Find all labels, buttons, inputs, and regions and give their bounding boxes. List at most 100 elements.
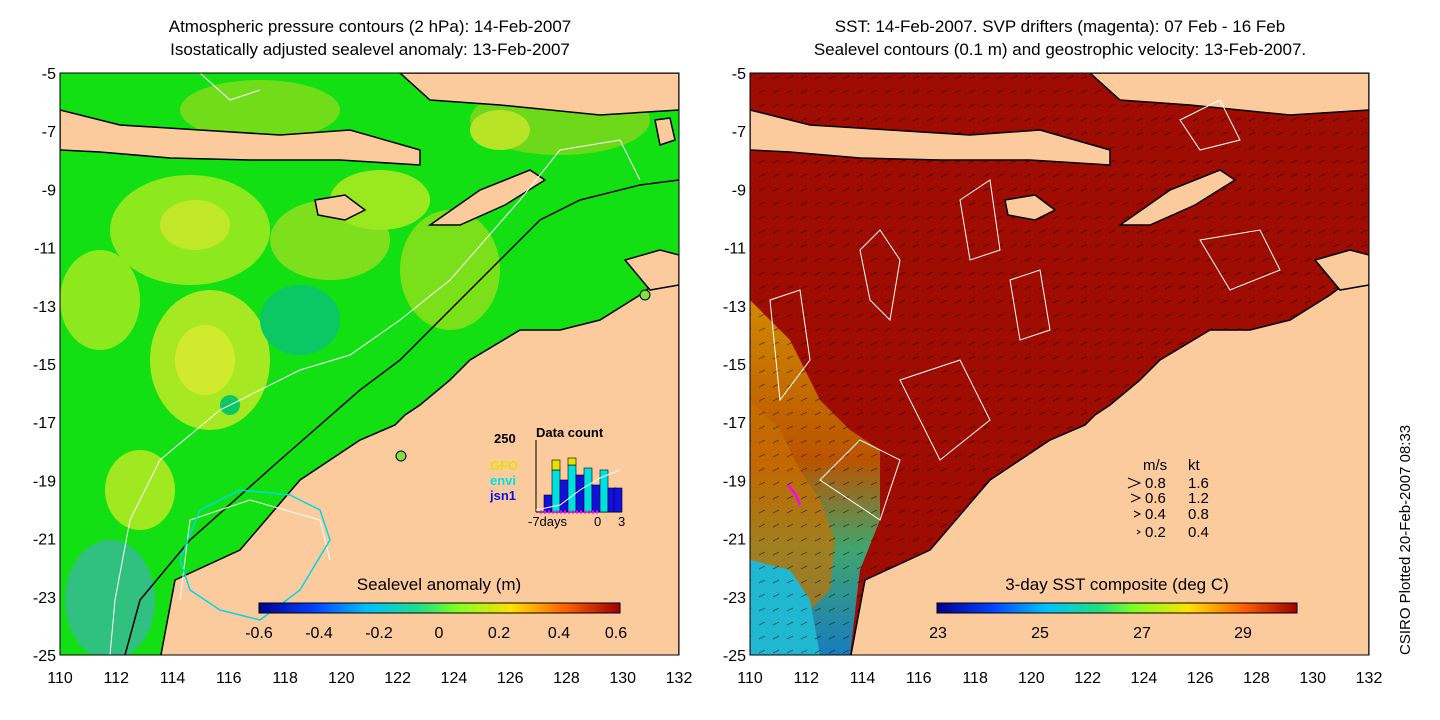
latitude-tick-label: -21 [723,532,746,549]
velocity-arrow-0.4 [1133,510,1142,518]
sst-map [750,73,1369,655]
longitude-tick-label: 120 [1018,670,1045,687]
sla-land [60,73,679,655]
velocity-header-ms: m/s [1143,457,1167,474]
longitude-tick-label: 112 [794,670,820,687]
sla-colorbar-label: Sealevel anomaly (m) [357,575,521,594]
inset-legend-gfo: GFO [490,458,518,473]
latitude-tick-label: -15 [723,357,746,374]
longitude-tick-label: 132 [1356,670,1383,687]
longitude-tick-label: 122 [1074,670,1101,687]
latitude-tick-label: -5 [732,66,746,83]
inset-xtick-mid: 0 [594,514,601,529]
sst-colorbar [936,602,1298,614]
latitude-tick-label: -7 [42,124,56,141]
latitude-tick-label: -17 [33,415,56,432]
sst-tick: 23 [929,625,947,642]
latitude-tick-label: -5 [42,66,56,83]
pressure-contours [109,73,641,655]
north-coast-strip [1088,73,1369,116]
sla-tick: -0.6 [245,625,273,642]
tide-gauge-marker [395,450,407,462]
plot-credit: CSIRO Plotted 20-Feb-2007 08:33 [1397,424,1414,655]
longitude-tick-label: 116 [906,670,932,687]
inset-legend-jsn1: jsn1 [489,488,516,503]
latitude-tick-label: -25 [723,648,746,665]
longitude-tick-label: 122 [384,670,411,687]
latitude-tick-label: -25 [33,648,56,665]
sealevel-contours [769,99,1281,521]
longitude-tick-label: 130 [609,670,636,687]
latitude-tick-label: -9 [42,182,56,199]
velocity-arrow-0.8 [1127,477,1142,489]
sla-tick: 0.2 [488,625,510,642]
latitude-tick-label: -15 [33,357,56,374]
latitude-tick-label: -21 [33,532,56,549]
longitude-tick-label: 130 [1299,670,1326,687]
longitude-tick-label: 128 [1243,670,1270,687]
latitude-tick-label: -17 [723,415,746,432]
longitude-tick-label: 132 [666,670,693,687]
velocity-row-kt: 0.4 [1188,524,1209,541]
velocity-row-ms: 0.8 [1145,475,1166,492]
longitude-tick-label: 118 [272,670,298,687]
sla-tick: -0.2 [365,625,393,642]
timor-island [427,169,547,226]
left-map-title: Atmospheric pressure contours (2 hPa): 1… [60,15,680,61]
sla-tick: 0.4 [548,625,570,642]
velocity-arrow-0.6 [1130,493,1142,503]
sea-level-anomaly-map [60,73,679,655]
velocity-row-kt: 0.8 [1188,506,1209,523]
velocity-row-kt: 1.2 [1188,490,1209,507]
latitude-tick-label: -23 [33,590,56,607]
longitude-tick-label: 126 [1187,670,1214,687]
longitude-tick-label: 110 [47,670,73,687]
left-latitude-axis: -5 -7 -9 -11 -13 -15 -17 -19 -21 -23 -25 [33,66,56,665]
longitude-tick-label: 118 [962,670,988,687]
sla-colorbar [258,602,621,614]
kimberley-coast [1313,249,1369,291]
longitude-tick-label: 114 [160,670,186,687]
inset-xtick-right: 3 [618,514,625,529]
kimberley-coast [623,249,679,291]
latitude-tick-label: -23 [723,590,746,607]
longitude-tick-label: 124 [1131,670,1158,687]
timor-island [1117,169,1237,226]
right-latitude-axis: -5 -7 -9 -11 -13 -15 -17 -19 -21 -23 -25 [723,66,746,665]
tide-gauge-marker [639,289,651,301]
sla-tick: -0.4 [305,625,333,642]
indonesia-islands [750,109,1111,166]
indonesia-islands [60,109,421,166]
sumba-island [1004,194,1057,221]
sla-tick: 0 [435,625,444,642]
latitude-tick-label: -7 [732,124,746,141]
inset-max-label: 250 [494,431,516,446]
envisat-track [179,489,331,621]
right-map-title: SST: 14-Feb-2007. SVP drifters (magenta)… [750,15,1370,61]
inset-xtick-left: -7days [528,514,568,529]
sst-colorbar-ticks: 23 25 27 29 [929,625,1252,642]
longitude-tick-label: 114 [850,670,876,687]
latitude-tick-label: -9 [732,182,746,199]
latitude-tick-label: -19 [723,473,746,490]
velocity-legend: m/s kt 0.8 1.6 0.6 1.2 0.4 0.8 0.2 0.4 [1127,457,1209,541]
inset-bars [543,457,623,513]
longitude-tick-label: 110 [737,670,763,687]
data-count-inset: 250 Data count GFO envi jsn1 -7days 0 3 [489,425,625,529]
latitude-tick-label: -19 [33,473,56,490]
velocity-header-kt: kt [1188,457,1201,474]
inset-title: Data count [536,425,604,440]
right-title-line-2: Sealevel contours (0.1 m) and geostrophi… [813,40,1307,59]
velocity-arrow-0.2 [1136,529,1141,535]
sst-tick: 27 [1133,625,1151,642]
longitude-tick-label: 116 [216,670,242,687]
left-map-frame [59,72,680,656]
latitude-tick-label: -13 [723,299,746,316]
velocity-row-ms: 0.4 [1145,506,1166,523]
sla-tick: 0.6 [605,625,627,642]
shelf-contour-line [124,179,679,655]
sla-colorbar-ticks: -0.6 -0.4 -0.2 0 0.2 0.4 0.6 [245,625,627,642]
latitude-tick-label: -11 [724,241,746,258]
sst-tick: 25 [1031,625,1049,642]
